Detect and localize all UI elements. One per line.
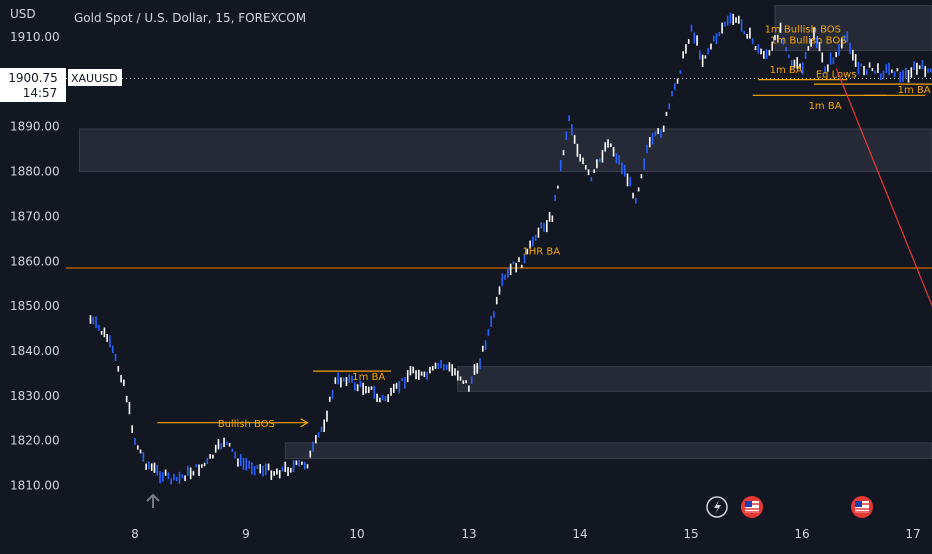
zone-rect[interactable] bbox=[457, 366, 932, 392]
x-tick-label: 9 bbox=[242, 527, 250, 541]
y-tick-label: 1810.00 bbox=[10, 479, 60, 493]
y-tick-label: 1880.00 bbox=[10, 165, 60, 179]
x-tick-label: 14 bbox=[572, 527, 587, 541]
y-tick-label: 1860.00 bbox=[10, 254, 60, 268]
y-tick-label: 1870.00 bbox=[10, 209, 60, 223]
last-price-value: 1900.75 bbox=[8, 71, 58, 85]
us-flag-icon[interactable] bbox=[851, 496, 873, 518]
x-tick-label: 15 bbox=[683, 527, 698, 541]
us-flag-icon[interactable] bbox=[741, 496, 763, 518]
symbol-label[interactable]: XAUUSD bbox=[68, 69, 122, 86]
annotation-label: 1m BA bbox=[898, 85, 931, 96]
annotation-label: 1m BA bbox=[809, 101, 842, 112]
annotation-label: 1m BA bbox=[352, 372, 385, 383]
symbol-box bbox=[68, 69, 122, 86]
annotation-label: 1m Bullish BOS bbox=[765, 25, 841, 36]
y-tick-label: 1820.00 bbox=[10, 434, 60, 448]
y-tick-label: 1840.00 bbox=[10, 344, 60, 358]
zone-rect[interactable] bbox=[78, 128, 932, 173]
annotation-label: 1m Bullish BOS bbox=[770, 36, 846, 47]
x-tick-label: 16 bbox=[794, 527, 809, 541]
x-tick-label: 8 bbox=[131, 527, 139, 541]
arrow-up-icon bbox=[146, 493, 160, 508]
y-tick-label: 1910.00 bbox=[10, 30, 60, 44]
annotation-arrowhead bbox=[300, 418, 309, 428]
last-price-label: 1900.75 14:57 bbox=[0, 68, 66, 102]
chart-title: Gold Spot / U.S. Dollar, 15, FOREXCOM bbox=[74, 11, 306, 25]
projection-line[interactable] bbox=[835, 68, 932, 454]
y-tick-label: 1850.00 bbox=[10, 299, 60, 313]
annotation-label: 1HR BA bbox=[522, 247, 560, 258]
zone-rect[interactable] bbox=[774, 5, 932, 51]
x-tick-label: 13 bbox=[461, 527, 476, 541]
y-tick-label: 1890.00 bbox=[10, 120, 60, 134]
y-tick-label: 1830.00 bbox=[10, 389, 60, 403]
x-tick-label: 17 bbox=[905, 527, 920, 541]
annotation-label: Bullish BOS bbox=[218, 419, 275, 430]
last-price-box bbox=[0, 68, 66, 102]
annotation-label: Eq Lows bbox=[816, 69, 857, 80]
currency-label: USD bbox=[10, 7, 36, 21]
zone-rect[interactable] bbox=[284, 442, 932, 460]
lightning-icon[interactable] bbox=[706, 496, 728, 518]
x-tick-label: 10 bbox=[349, 527, 364, 541]
annotation-label: 1m BA bbox=[770, 65, 803, 76]
symbol-text: XAUUSD bbox=[71, 72, 118, 85]
countdown-timer: 14:57 bbox=[23, 86, 58, 100]
